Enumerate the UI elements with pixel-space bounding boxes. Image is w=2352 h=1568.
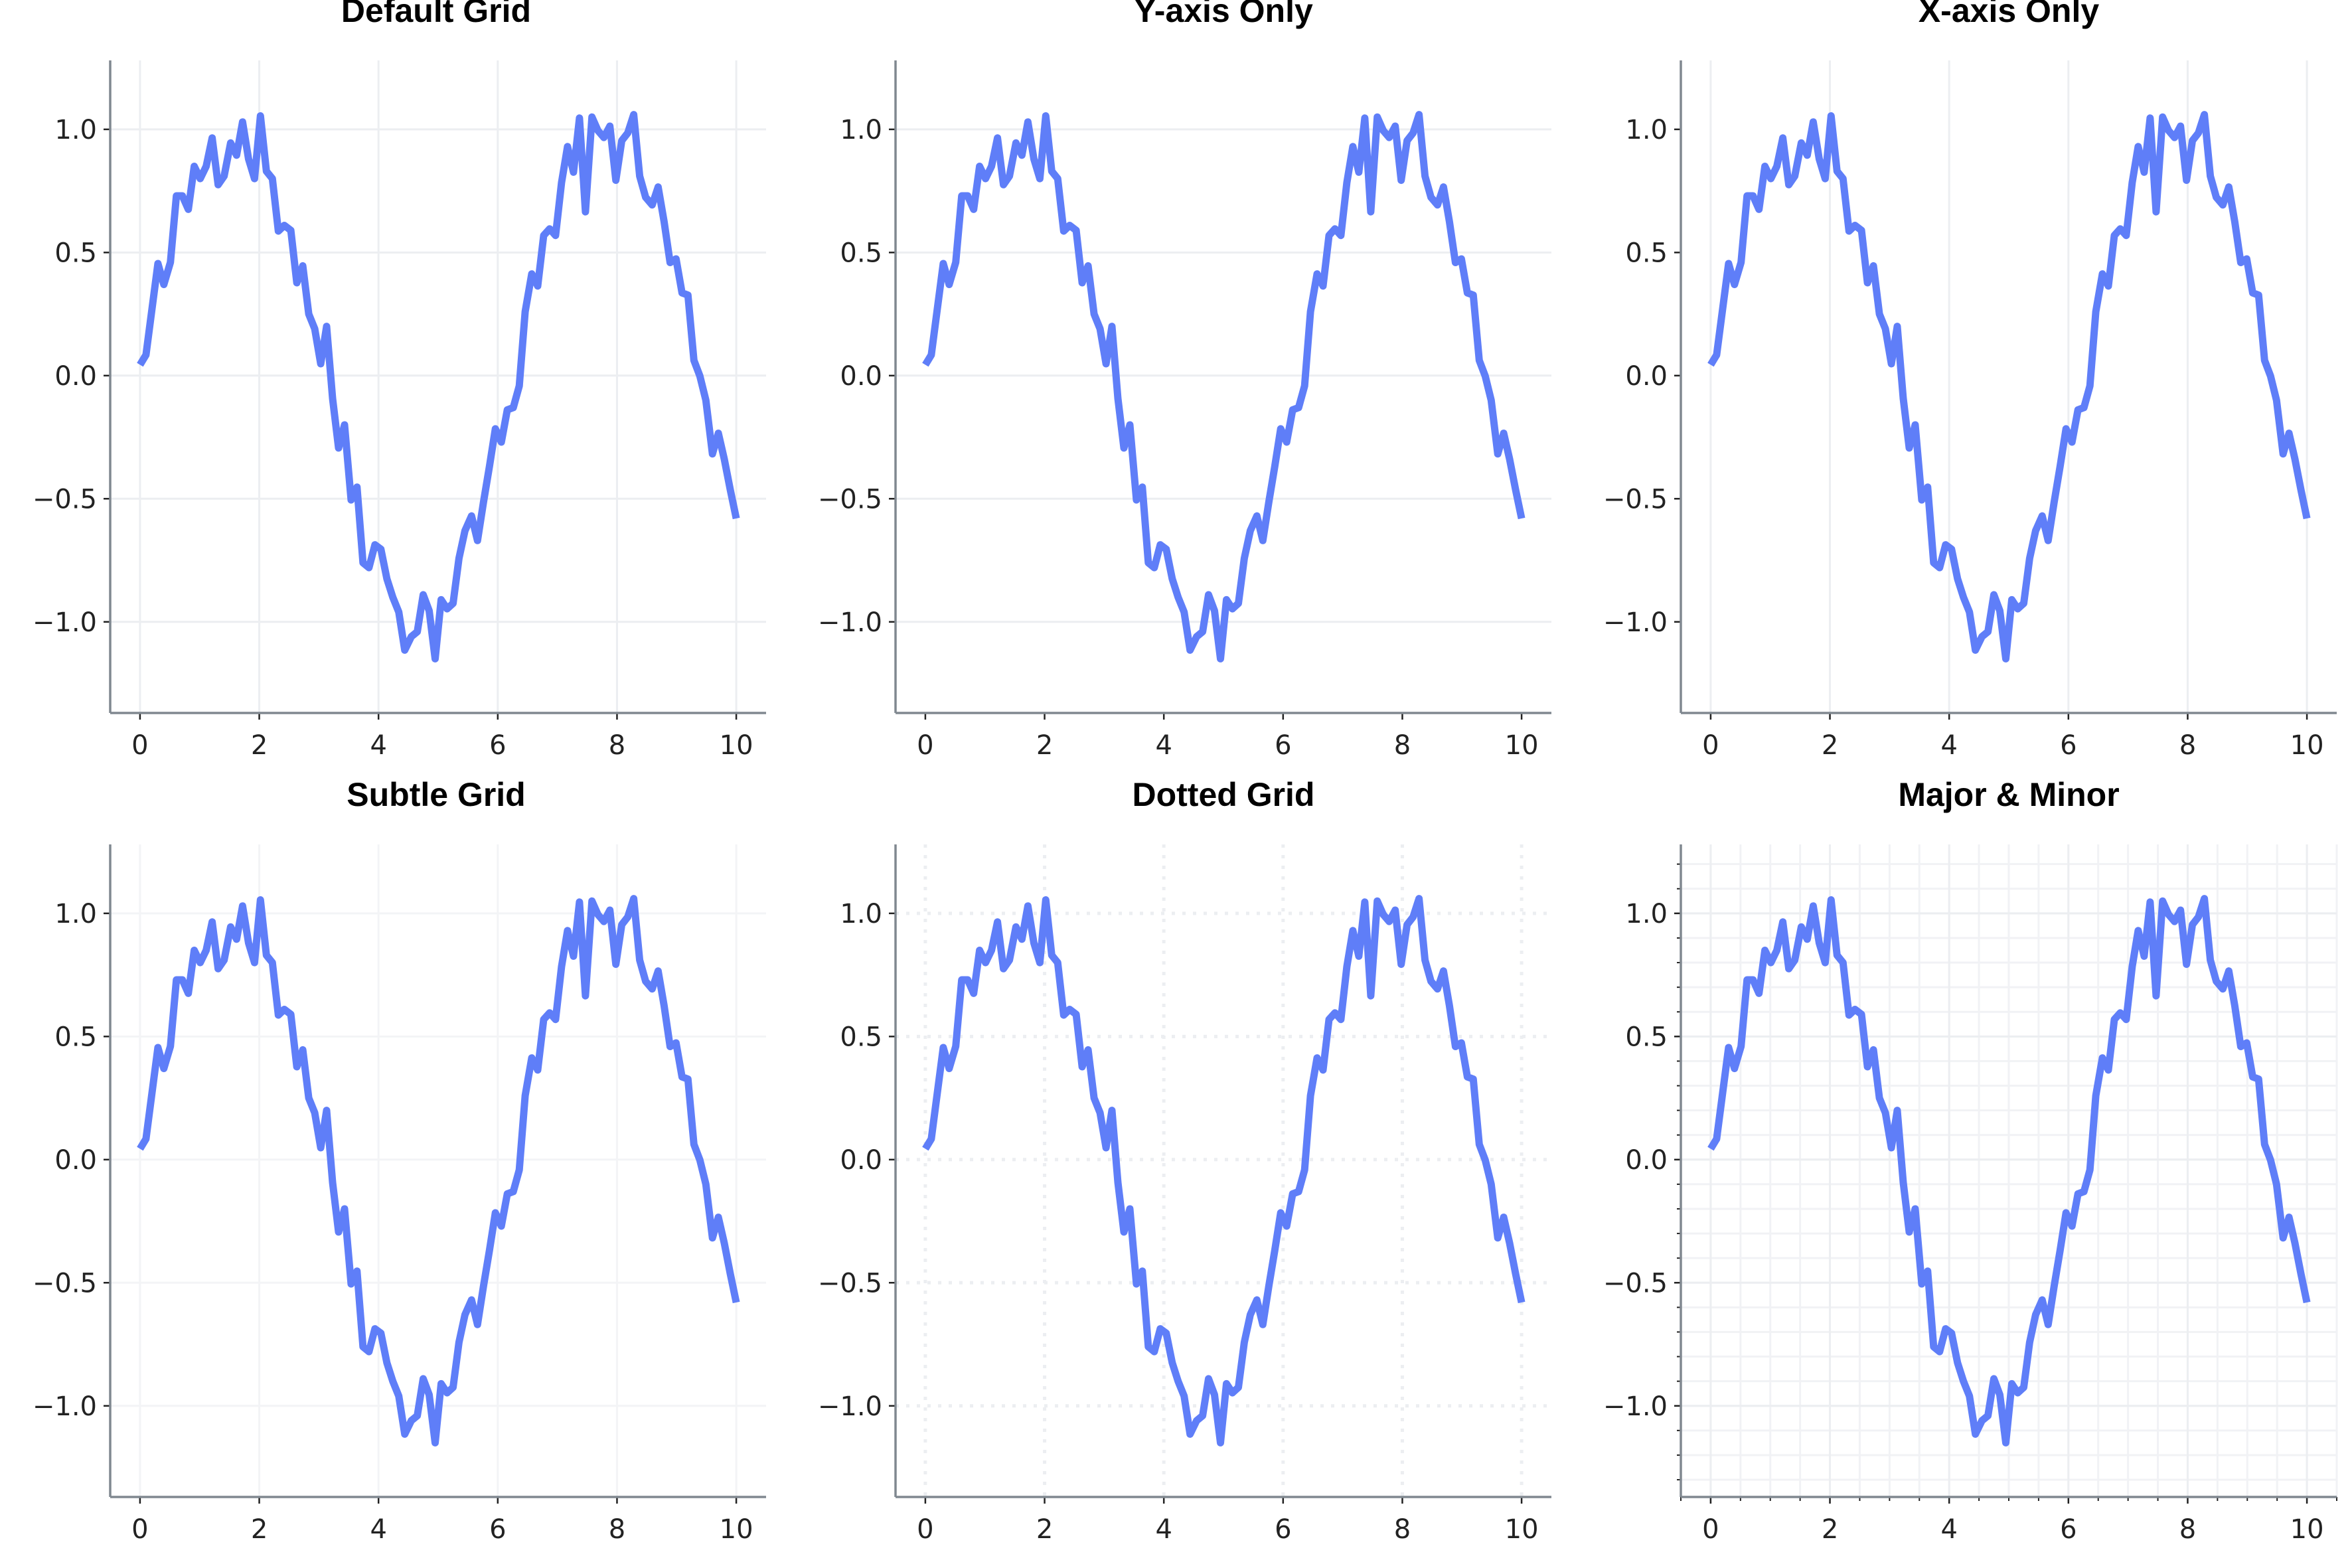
x-tick-label: 0 xyxy=(131,730,148,761)
data-line xyxy=(922,895,1526,1447)
x-tick-label: 10 xyxy=(1505,730,1539,761)
x-tick-label: 4 xyxy=(1155,1514,1172,1545)
y-tick-label: 1.0 xyxy=(1625,115,1668,145)
y-tick-label: −1.0 xyxy=(1603,607,1668,638)
x-tick-label: 8 xyxy=(609,1514,625,1545)
subplot-title: Default Grid xyxy=(341,0,531,29)
x-tick-label: 4 xyxy=(1940,730,1957,761)
x-tick-label: 10 xyxy=(720,730,753,761)
y-tick-label: 0.5 xyxy=(840,1022,882,1052)
x-tick-label: 6 xyxy=(1275,1514,1291,1545)
x-tick-label: 8 xyxy=(2179,730,2196,761)
y-tick-label: 0.5 xyxy=(1625,1022,1668,1052)
x-tick-label: 8 xyxy=(1394,1514,1411,1545)
x-tick-label: 2 xyxy=(1036,730,1053,761)
subplot-title: Major & Minor xyxy=(1898,776,2119,813)
data-line xyxy=(1707,895,2311,1447)
data-line xyxy=(1707,111,2311,663)
x-tick-label: 10 xyxy=(1505,1514,1539,1545)
x-tick-label: 0 xyxy=(917,1514,933,1545)
y-tick-label: −0.5 xyxy=(1603,484,1668,514)
x-tick-label: 2 xyxy=(251,1514,268,1545)
data-line xyxy=(137,895,740,1447)
x-tick-label: 6 xyxy=(489,1514,506,1545)
x-tick-label: 6 xyxy=(1275,730,1291,761)
subplot-title: Y-axis Only xyxy=(1134,0,1313,29)
y-tick-label: −0.5 xyxy=(818,484,882,514)
y-tick-label: 0.0 xyxy=(54,361,97,392)
y-tick-label: 1.0 xyxy=(1625,899,1668,929)
y-tick-label: 0.0 xyxy=(1625,361,1668,392)
subplot-2: 0 2 4 6 8 10 −1.0 −0.5 0.0 0.5 1.0 Y-axis Only xyxy=(818,0,1551,761)
y-tick-label: −1.0 xyxy=(818,1391,882,1422)
y-tick-label: −0.5 xyxy=(1603,1268,1668,1298)
subplot-4: 0 2 4 6 8 10 −1.0 −0.5 0.0 0.5 1.0 Subtle Grid xyxy=(33,776,766,1545)
data-line xyxy=(922,111,1526,663)
y-tick-label: 0.5 xyxy=(54,238,97,268)
data-line xyxy=(137,111,740,663)
y-tick-label: 0.0 xyxy=(840,1145,882,1176)
y-tick-label: 0.0 xyxy=(840,361,882,392)
x-tick-label: 0 xyxy=(1702,1514,1719,1545)
x-tick-label: 8 xyxy=(609,730,625,761)
y-tick-label: 0.5 xyxy=(840,238,882,268)
x-tick-label: 2 xyxy=(1036,1514,1053,1545)
subplot-6: 0 2 4 6 8 10 −1.0 −0.5 0.0 0.5 1.0 Major & Minor xyxy=(1603,776,2338,1545)
y-tick-label: 0.5 xyxy=(1625,238,1668,268)
x-tick-label: 10 xyxy=(2290,730,2324,761)
y-tick-label: 0.5 xyxy=(54,1022,97,1052)
x-tick-label: 0 xyxy=(917,730,933,761)
y-tick-label: −1.0 xyxy=(1603,1391,1668,1422)
subplot-5: 0 2 4 6 8 10 −1.0 −0.5 0.0 0.5 1.0 Dotted Grid xyxy=(818,776,1551,1545)
x-tick-label: 10 xyxy=(720,1514,753,1545)
y-tick-label: 0.0 xyxy=(1625,1145,1668,1176)
x-tick-label: 4 xyxy=(370,730,386,761)
x-tick-label: 8 xyxy=(2179,1514,2196,1545)
subplot-title: Subtle Grid xyxy=(347,776,525,813)
x-tick-label: 2 xyxy=(1822,1514,1838,1545)
x-tick-label: 0 xyxy=(131,1514,148,1545)
x-tick-label: 6 xyxy=(2060,1514,2077,1545)
x-tick-label: 2 xyxy=(251,730,268,761)
y-tick-label: −0.5 xyxy=(33,484,97,514)
y-tick-label: 0.0 xyxy=(54,1145,97,1176)
y-tick-label: −0.5 xyxy=(818,1268,882,1298)
y-tick-label: 1.0 xyxy=(840,899,882,929)
x-tick-label: 0 xyxy=(1702,730,1719,761)
y-tick-label: 1.0 xyxy=(54,115,97,145)
y-tick-label: 1.0 xyxy=(54,899,97,929)
subplot-title: Dotted Grid xyxy=(1133,776,1315,813)
y-tick-label: −1.0 xyxy=(33,607,97,638)
subplot-3: 0 2 4 6 8 10 −1.0 −0.5 0.0 0.5 1.0 X-axis Only xyxy=(1603,0,2337,761)
subplot-1: 0 2 4 6 8 10 −1.0 −0.5 0.0 0.5 1.0 Default Grid xyxy=(33,0,766,761)
x-tick-label: 8 xyxy=(1394,730,1411,761)
x-tick-label: 6 xyxy=(489,730,506,761)
y-tick-label: −0.5 xyxy=(33,1268,97,1298)
y-tick-label: −1.0 xyxy=(33,1391,97,1422)
x-tick-label: 6 xyxy=(2060,730,2077,761)
x-tick-label: 2 xyxy=(1822,730,1838,761)
x-tick-label: 4 xyxy=(1155,730,1172,761)
y-tick-label: 1.0 xyxy=(840,115,882,145)
y-tick-label: −1.0 xyxy=(818,607,882,638)
x-tick-label: 4 xyxy=(370,1514,386,1545)
x-tick-label: 4 xyxy=(1940,1514,1957,1545)
x-tick-label: 10 xyxy=(2290,1514,2324,1545)
subplot-title: X-axis Only xyxy=(1919,0,2100,29)
